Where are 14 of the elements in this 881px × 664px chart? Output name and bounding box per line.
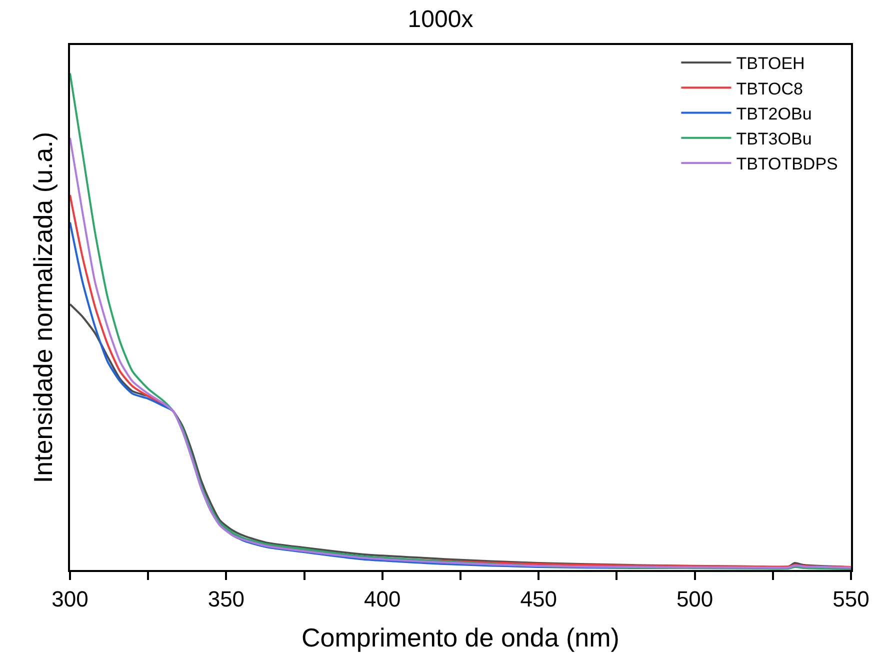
x-tick-label: 350 (208, 586, 245, 612)
x-tick-label: 300 (52, 586, 88, 612)
x-tick-label: 400 (364, 586, 401, 612)
legend-label: TBT2OBu (736, 104, 812, 124)
x-tick-label: 550 (832, 586, 870, 612)
legend-label: TBT3OBu (736, 129, 812, 148)
legend-label: TBTOC8 (736, 79, 803, 98)
y-axis-title: Intensidade normalizada (u.a.) (28, 132, 58, 484)
chart-title: 1000x (408, 6, 474, 33)
x-tick-label: 450 (520, 586, 557, 612)
x-axis-title: Comprimento de onda (nm) (302, 622, 620, 653)
legend-label: TBTOEH (736, 54, 805, 74)
x-tick-label: 500 (676, 586, 714, 612)
legend-label: TBTOTBDPS (736, 154, 838, 174)
